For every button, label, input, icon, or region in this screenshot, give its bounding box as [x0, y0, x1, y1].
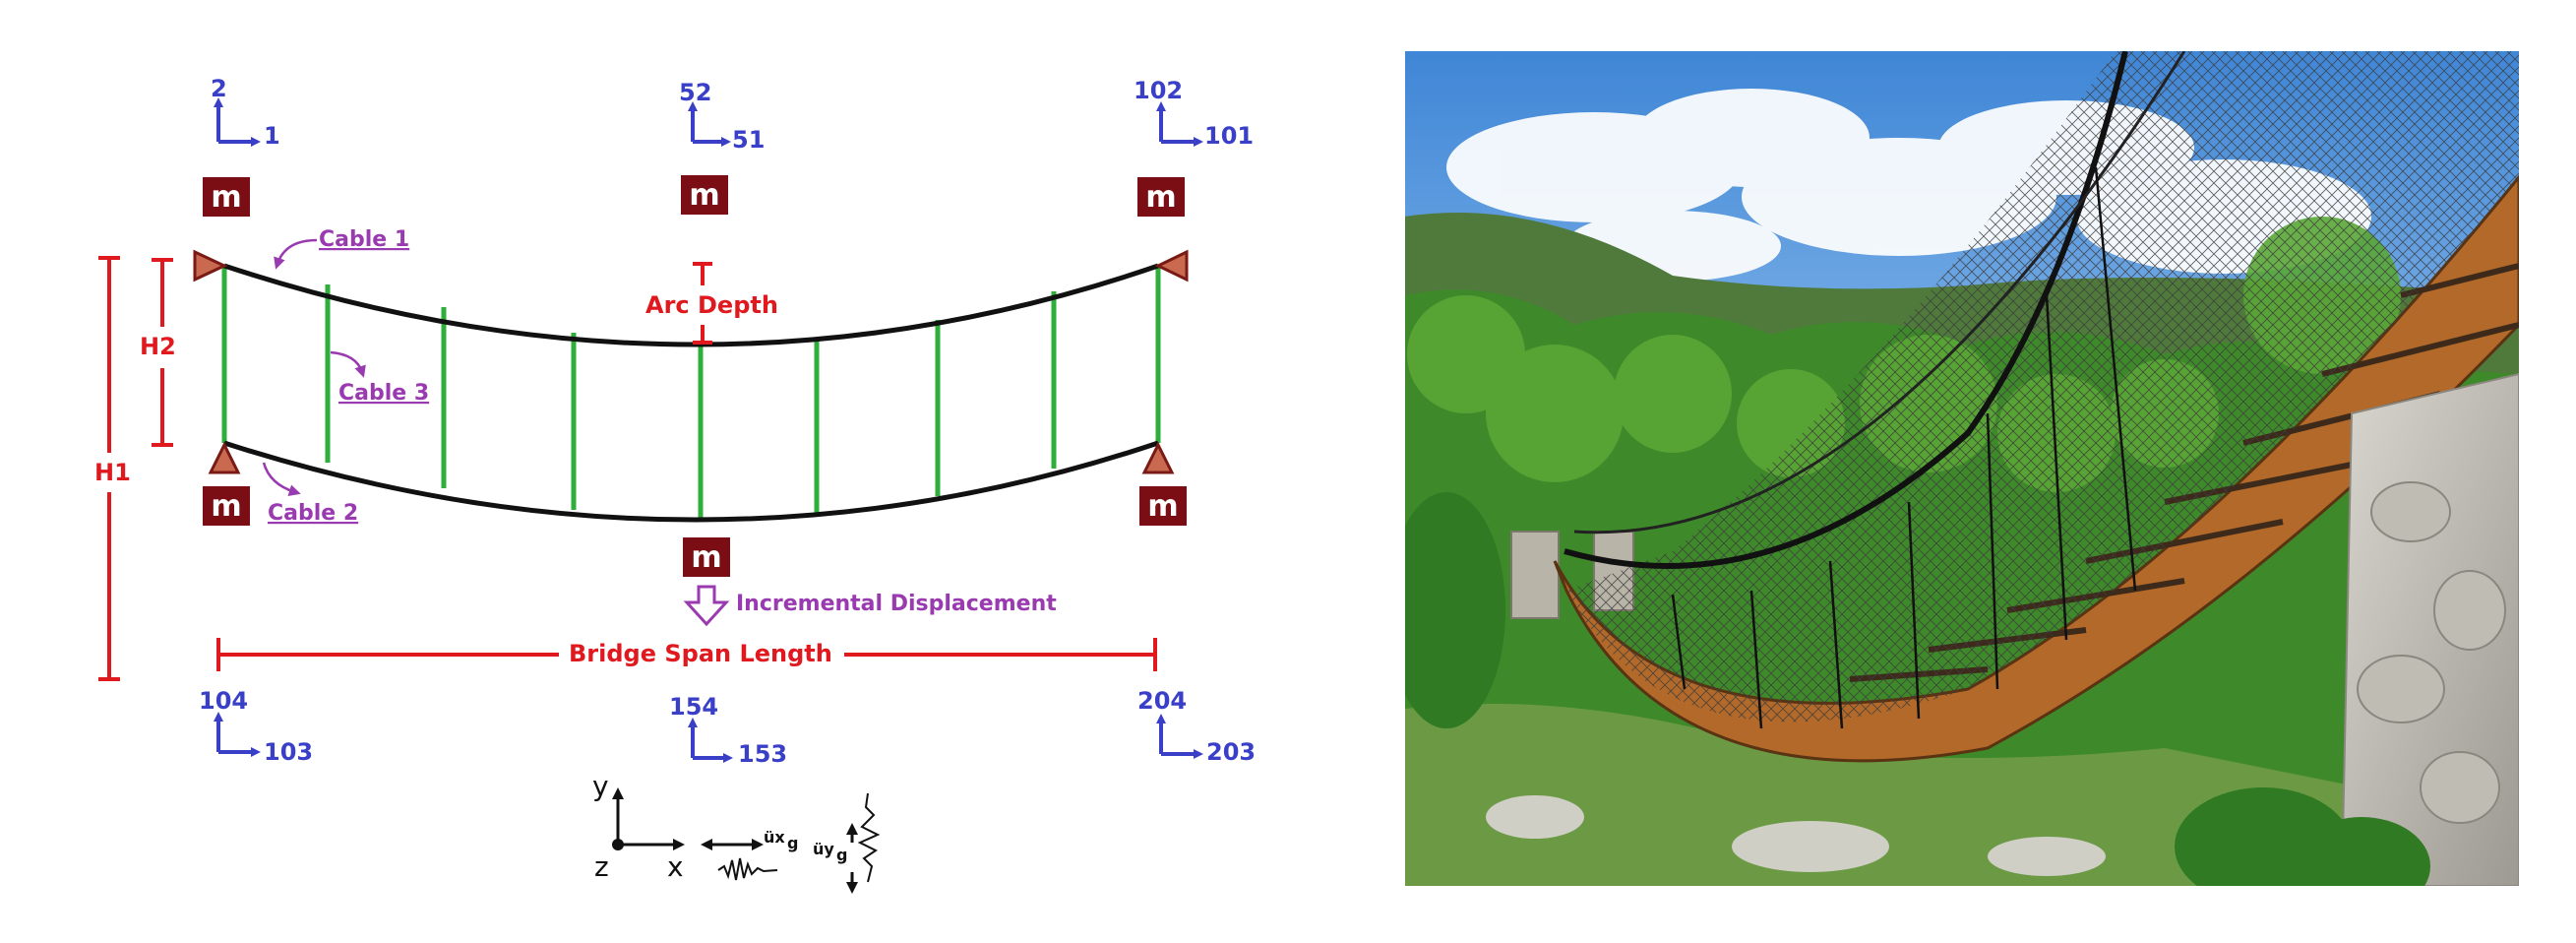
node-axes-bot-left: 104 103	[199, 687, 313, 766]
far-tower	[1510, 531, 1560, 619]
axis-y-label: y	[592, 770, 609, 802]
mass-top-mid: m	[681, 175, 728, 215]
axis-z-label: z	[594, 850, 609, 883]
mass-symbol: m	[1147, 489, 1178, 524]
node-label-2: 2	[211, 75, 227, 102]
arc-depth-dimension	[693, 262, 712, 345]
node-axes-bot-mid: 154 153	[669, 693, 787, 768]
node-label-154: 154	[669, 693, 718, 721]
h1-dimension	[98, 256, 120, 681]
pillar-stones	[2357, 481, 2506, 824]
cable-3-label: Cable 3	[338, 381, 429, 406]
cable-2-bottom	[223, 440, 1159, 523]
bridge-photo	[1405, 51, 2519, 886]
h2-label: H2	[140, 333, 176, 360]
ground-y-subscript: g	[836, 846, 847, 864]
h1-label: H1	[94, 459, 131, 486]
node-label-102: 102	[1134, 77, 1183, 104]
ground-motion-x-record	[717, 857, 778, 881]
axis-x-label: x	[667, 850, 684, 883]
cable-2-label: Cable 2	[268, 501, 358, 526]
mass-symbol: m	[691, 540, 721, 575]
mass-bottom-left: m	[203, 486, 250, 526]
cable-1-label: Cable 1	[319, 227, 409, 252]
support-bottom-right	[1141, 441, 1175, 474]
cable-2-annotation: Cable 2	[262, 462, 358, 526]
node-axes-top-mid: 52 51	[679, 79, 765, 154]
cable-3-annotation: Cable 3	[330, 350, 429, 406]
node-label-101: 101	[1204, 122, 1254, 150]
node-label-204: 204	[1137, 687, 1187, 715]
support-bottom-left	[208, 441, 241, 474]
incremental-displacement-arrow	[683, 585, 730, 627]
ground-motion-y: üy g	[813, 792, 881, 894]
valley-rocks	[1486, 795, 2106, 876]
mass-symbol: m	[211, 180, 241, 215]
mass-symbol: m	[211, 489, 241, 524]
hanger-cables	[221, 266, 1161, 520]
node-axes-top-right: 102 101	[1134, 77, 1254, 150]
incremental-displacement-label: Incremental Displacement	[736, 592, 1057, 616]
support-top-right	[1154, 249, 1189, 283]
node-axes-bot-right: 204 203	[1137, 687, 1256, 766]
safety-net	[1566, 51, 2519, 723]
node-axes-top-left: 2 1	[211, 75, 280, 150]
mass-top-left: m	[203, 177, 250, 217]
node-label-1: 1	[264, 122, 280, 150]
global-axes: y x z	[592, 770, 685, 883]
mass-top-right: m	[1137, 177, 1185, 217]
span-length-label: Bridge Span Length	[569, 640, 832, 667]
cable-1-annotation: Cable 1	[274, 227, 409, 270]
span-length-dimension	[216, 638, 1157, 671]
arc-depth-label: Arc Depth	[645, 291, 778, 319]
h2-dimension	[152, 258, 173, 447]
photo-hangers	[1671, 166, 2137, 729]
mass-bottom-right: m	[1139, 486, 1187, 526]
node-label-51: 51	[732, 126, 765, 154]
mass-bottom-mid: m	[683, 537, 730, 577]
node-label-103: 103	[264, 738, 313, 766]
node-label-203: 203	[1206, 738, 1256, 766]
support-top-left	[193, 249, 228, 283]
ground-motion-y-record	[857, 792, 881, 883]
mass-symbol: m	[1145, 180, 1176, 215]
bridge-model-diagram: 2 1 52 51 102 101 m m m	[94, 75, 1256, 894]
ground-y-label: üy	[813, 840, 834, 858]
mass-symbol: m	[689, 178, 719, 213]
foreground-foliage	[1405, 492, 2430, 886]
ground-motion-x: üx g	[701, 828, 798, 881]
main-cable	[1573, 51, 2186, 534]
ground-x-label: üx	[764, 828, 785, 847]
node-label-52: 52	[679, 79, 711, 106]
node-label-104: 104	[199, 687, 248, 715]
ground-x-subscript: g	[787, 834, 798, 852]
node-label-153: 153	[738, 740, 787, 768]
